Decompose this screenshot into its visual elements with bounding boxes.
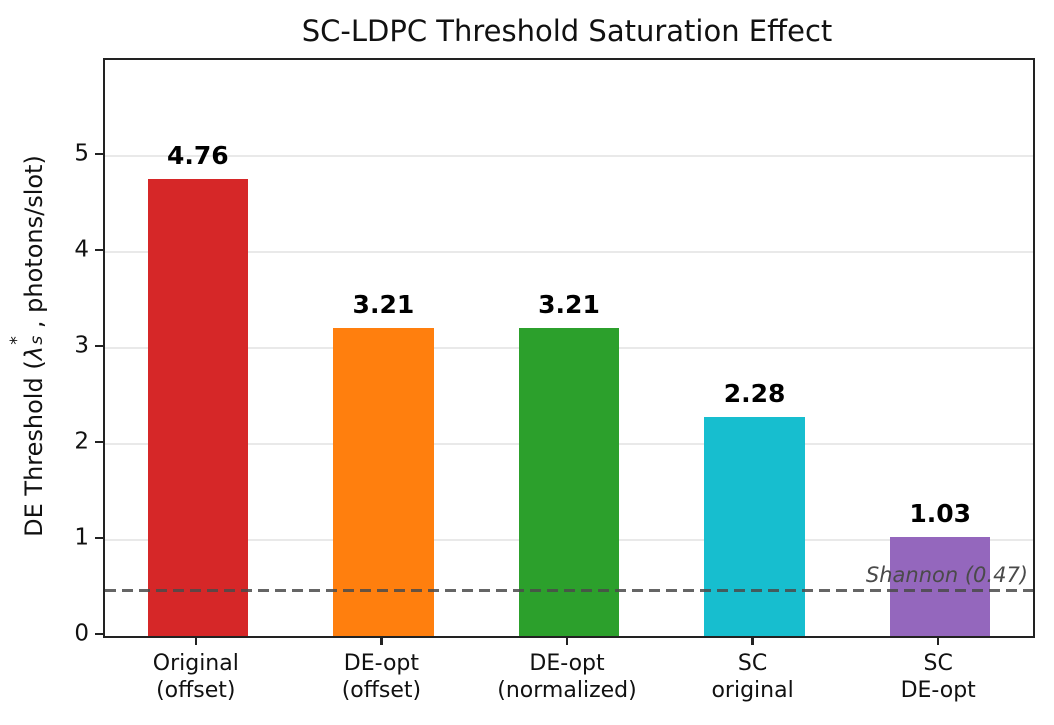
shannon-reference-label: Shannon (0.47) <box>865 562 1028 587</box>
x-tick-mark <box>936 636 940 645</box>
bar-value-label: 4.76 <box>166 141 229 171</box>
bar-value-label: 1.03 <box>909 499 972 529</box>
x-tick-label: SC DE-opt <box>828 650 1048 704</box>
y-tick-mark <box>95 632 103 636</box>
x-tick-label-line: DE-opt <box>343 651 420 676</box>
bar-value-label: 3.21 <box>538 289 600 319</box>
bar-sc-original <box>704 417 805 636</box>
x-tick-mark <box>380 636 383 645</box>
x-tick-label-line: (offset) <box>156 678 236 704</box>
bar-de-opt-normalized <box>518 327 620 636</box>
x-tick-label: DE-opt (normalized) <box>457 650 677 704</box>
y-tick-mark <box>95 248 103 252</box>
plot-area: Shannon (0.47) 4.76 3.21 3.21 2.28 1.03 <box>103 58 1035 638</box>
bar-de-opt-offset <box>333 327 434 636</box>
x-tick-label-line: SC <box>737 651 768 676</box>
y-tick-label: 0 <box>74 620 89 647</box>
shannon-reference-line <box>105 589 1033 593</box>
bar-value-label: 2.28 <box>723 379 786 409</box>
gridline-y4 <box>105 251 1033 253</box>
y-tick-mark <box>95 152 103 156</box>
gridline-y5 <box>105 155 1033 157</box>
y-tick-mark <box>95 344 103 348</box>
y-tick-label: 3 <box>74 332 89 359</box>
x-tick-label-line: original <box>711 678 794 704</box>
y-tick-label: 1 <box>74 524 89 551</box>
x-tick-label-line: (offset) <box>341 678 422 704</box>
x-tick-label: DE-opt (offset) <box>271 650 491 704</box>
x-tick-mark <box>751 636 754 645</box>
x-tick-label: Original (offset) <box>86 650 306 704</box>
y-tick-mark <box>95 440 103 444</box>
x-tick-label: SC original <box>643 650 863 704</box>
x-tick-label-line: DE-opt <box>529 651 605 676</box>
lambda-superscript: * <box>7 336 28 345</box>
x-tick-label-line: (normalized) <box>497 678 637 704</box>
bar-sc-de-opt <box>890 537 991 636</box>
y-tick-mark <box>95 536 103 540</box>
bar-original-offset <box>147 179 248 636</box>
x-tick-label-line: DE-opt <box>900 678 976 704</box>
x-tick-label-line: SC <box>923 651 953 676</box>
y-tick-label: 2 <box>74 428 89 455</box>
bar-value-label: 3.21 <box>352 289 415 319</box>
chart-title: SC-LDPC Threshold Saturation Effect <box>301 14 833 48</box>
x-tick-label-line: Original <box>152 651 239 676</box>
x-tick-mark <box>194 636 198 645</box>
x-tick-mark <box>565 636 569 645</box>
y-tick-label: 4 <box>74 236 89 263</box>
y-tick-label: 5 <box>74 140 89 167</box>
